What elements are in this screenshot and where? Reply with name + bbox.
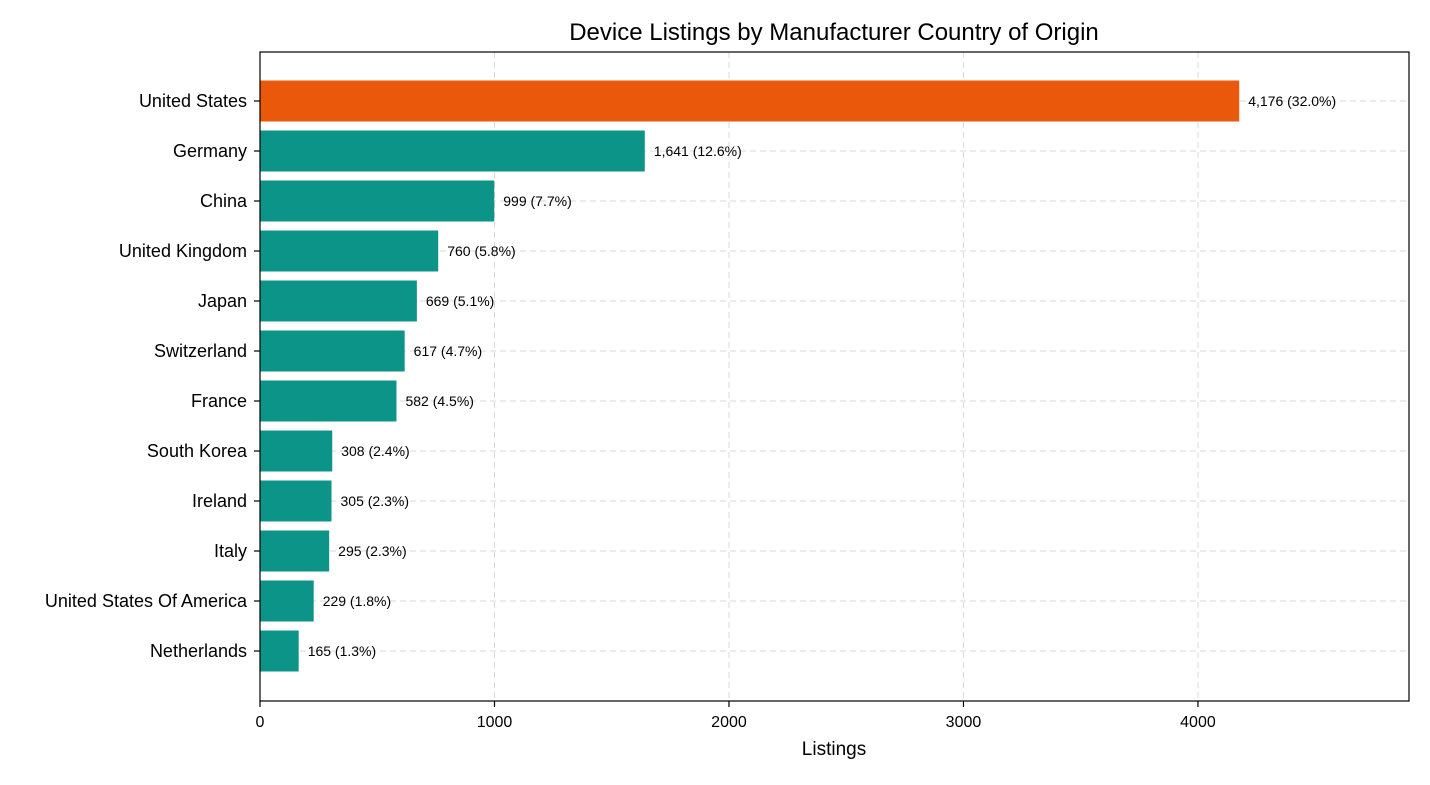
x-axis-title: Listings: [802, 739, 866, 760]
category-labels: United States Germany China United Kingdom J…: [45, 91, 248, 661]
bar: [260, 230, 439, 272]
bar: [260, 330, 405, 372]
bar: [260, 630, 299, 672]
x-tick-label: 1000: [477, 714, 513, 731]
bar-value-label: 999 (7.7%): [503, 193, 571, 209]
bar-value-label: 305 (2.3%): [341, 493, 409, 509]
bar-value-labels: 4,176 (32.0%) 1,641 (12.6%) 999 (7.7%) 760 …: [308, 93, 1336, 659]
category-label: Germany: [173, 141, 247, 161]
bar: [260, 180, 495, 222]
bar: [260, 280, 417, 322]
bar: [260, 80, 1240, 122]
bar-value-label: 4,176 (32.0%): [1248, 93, 1336, 109]
bar: [260, 530, 330, 572]
bar-value-label: 165 (1.3%): [308, 643, 376, 659]
x-tick-label: 3000: [946, 714, 982, 731]
category-label: United States Of America: [45, 591, 248, 611]
category-label: Switzerland: [154, 341, 247, 361]
category-label: Netherlands: [150, 641, 247, 661]
category-label: United States: [139, 91, 247, 111]
bar-value-label: 308 (2.4%): [341, 443, 409, 459]
category-label: United Kingdom: [119, 241, 247, 261]
bar: [260, 380, 397, 422]
bar-value-label: 229 (1.8%): [323, 593, 391, 609]
bar-value-label: 617 (4.7%): [414, 343, 482, 359]
category-label: France: [191, 391, 247, 411]
bar-value-label: 295 (2.3%): [338, 543, 406, 559]
bar: [260, 480, 332, 522]
plot-frame: [259, 51, 1410, 702]
bar-value-label: 1,641 (12.6%): [654, 143, 742, 159]
bar: [260, 130, 645, 172]
x-axis-ticks: 0 1000 2000 3000 4000: [254, 100, 1216, 731]
chart-title: Device Listings by Manufacturer Country …: [569, 19, 1099, 46]
x-tick-label: 2000: [711, 714, 747, 731]
bars: [260, 80, 1240, 672]
category-label: South Korea: [147, 441, 248, 461]
category-label: Ireland: [192, 491, 247, 511]
bar-value-label: 669 (5.1%): [426, 293, 494, 309]
x-tick-label: 4000: [1180, 714, 1216, 731]
category-label: Japan: [198, 291, 247, 311]
bar: [260, 580, 314, 622]
bar-value-label: 760 (5.8%): [447, 243, 515, 259]
category-label: China: [200, 191, 248, 211]
bar-value-label: 582 (4.5%): [405, 393, 473, 409]
x-tick-label: 0: [256, 714, 265, 731]
category-label: Italy: [214, 541, 247, 561]
bar: [260, 430, 333, 472]
